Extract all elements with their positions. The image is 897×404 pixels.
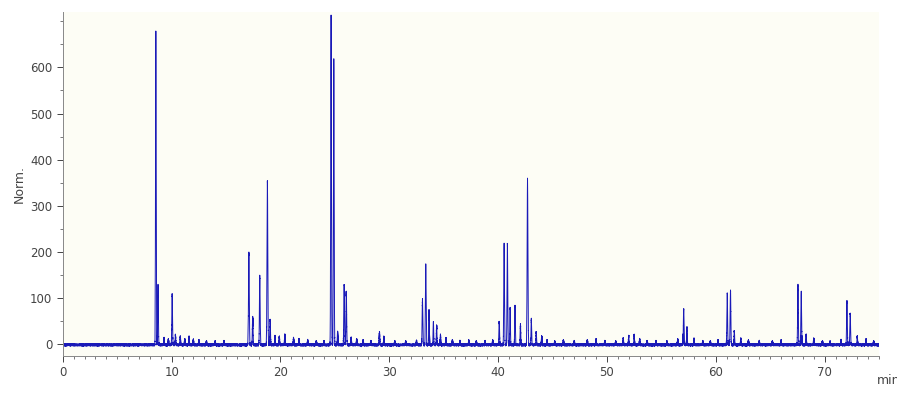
X-axis label: min: min <box>877 375 897 387</box>
Y-axis label: Norm.: Norm. <box>13 165 26 203</box>
